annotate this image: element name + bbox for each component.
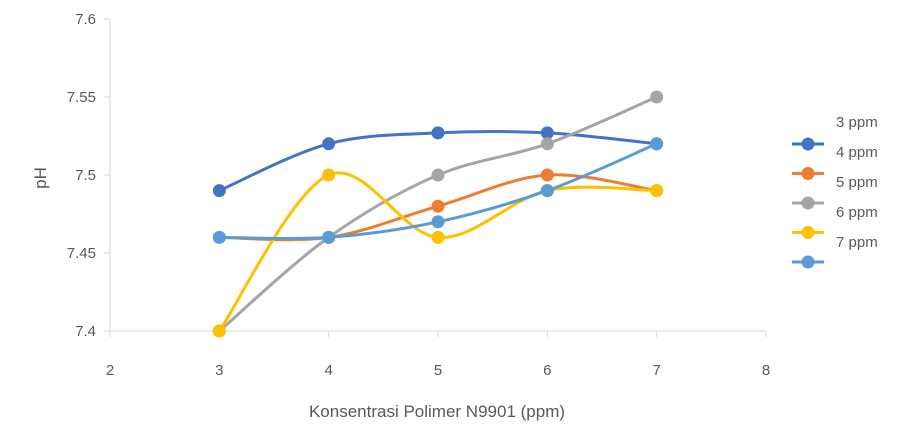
y-tick-label: 7.4 [75, 323, 96, 340]
data-point-7-ppm [540, 184, 554, 198]
legend-label: 7 ppm [836, 234, 878, 251]
y-tick-label: 7.45 [67, 245, 96, 262]
legend-marker-6-ppm [801, 226, 815, 239]
data-point-6-ppm [212, 324, 226, 338]
x-tick-label: 5 [434, 362, 442, 379]
x-axis-title: Konsentrasi Polimer N9901 (ppm) [309, 402, 565, 421]
data-point-7-ppm [322, 230, 336, 244]
y-axis-title: pH [31, 167, 50, 189]
x-tick-label: 6 [543, 362, 551, 379]
legend-marker-4-ppm [801, 167, 815, 180]
data-point-6-ppm [650, 184, 664, 198]
legend: 3 ppm 4 ppm 5 ppm 6 ppm 7 ppm [792, 114, 878, 269]
data-point-6-ppm [431, 230, 445, 244]
data-point-7-ppm [212, 230, 226, 244]
y-tick-label: 7.6 [75, 11, 96, 28]
x-tick-label: 2 [106, 362, 114, 379]
x-tick-label: 4 [324, 362, 332, 379]
data-point-3-ppm [212, 184, 226, 198]
legend-label: 3 ppm [836, 114, 878, 131]
x-tick-label: 8 [762, 362, 770, 379]
data-point-5-ppm [650, 90, 664, 104]
legend-marker-3-ppm [801, 137, 815, 151]
data-point-7-ppm [431, 215, 445, 229]
series-line-3-ppm [217, 130, 659, 193]
x-tick-label: 7 [652, 362, 660, 379]
legend-label: 6 ppm [836, 204, 878, 221]
plot-area: 7.4 7.45 7.5 7.55 7.6 2 3 4 5 6 7 8 [67, 11, 770, 379]
data-point-7-ppm [650, 137, 664, 151]
data-point-6-ppm [322, 168, 336, 182]
series-line-6-ppm [217, 171, 659, 333]
legend-label: 5 ppm [836, 174, 878, 191]
data-point-4-ppm [540, 168, 554, 182]
legend-marker-7-ppm [801, 255, 815, 269]
data-point-5-ppm [540, 137, 554, 151]
y-tick-label: 7.55 [67, 89, 96, 106]
legend-label: 4 ppm [836, 144, 878, 161]
legend-marker-5-ppm [801, 196, 815, 210]
data-point-3-ppm [322, 137, 336, 151]
data-point-5-ppm [431, 168, 445, 182]
data-point-3-ppm [431, 126, 445, 140]
y-tick-label: 7.5 [75, 167, 96, 184]
x-tick-label: 3 [215, 362, 223, 379]
data-point-3-ppm [540, 126, 554, 140]
data-point-4-ppm [431, 199, 445, 213]
